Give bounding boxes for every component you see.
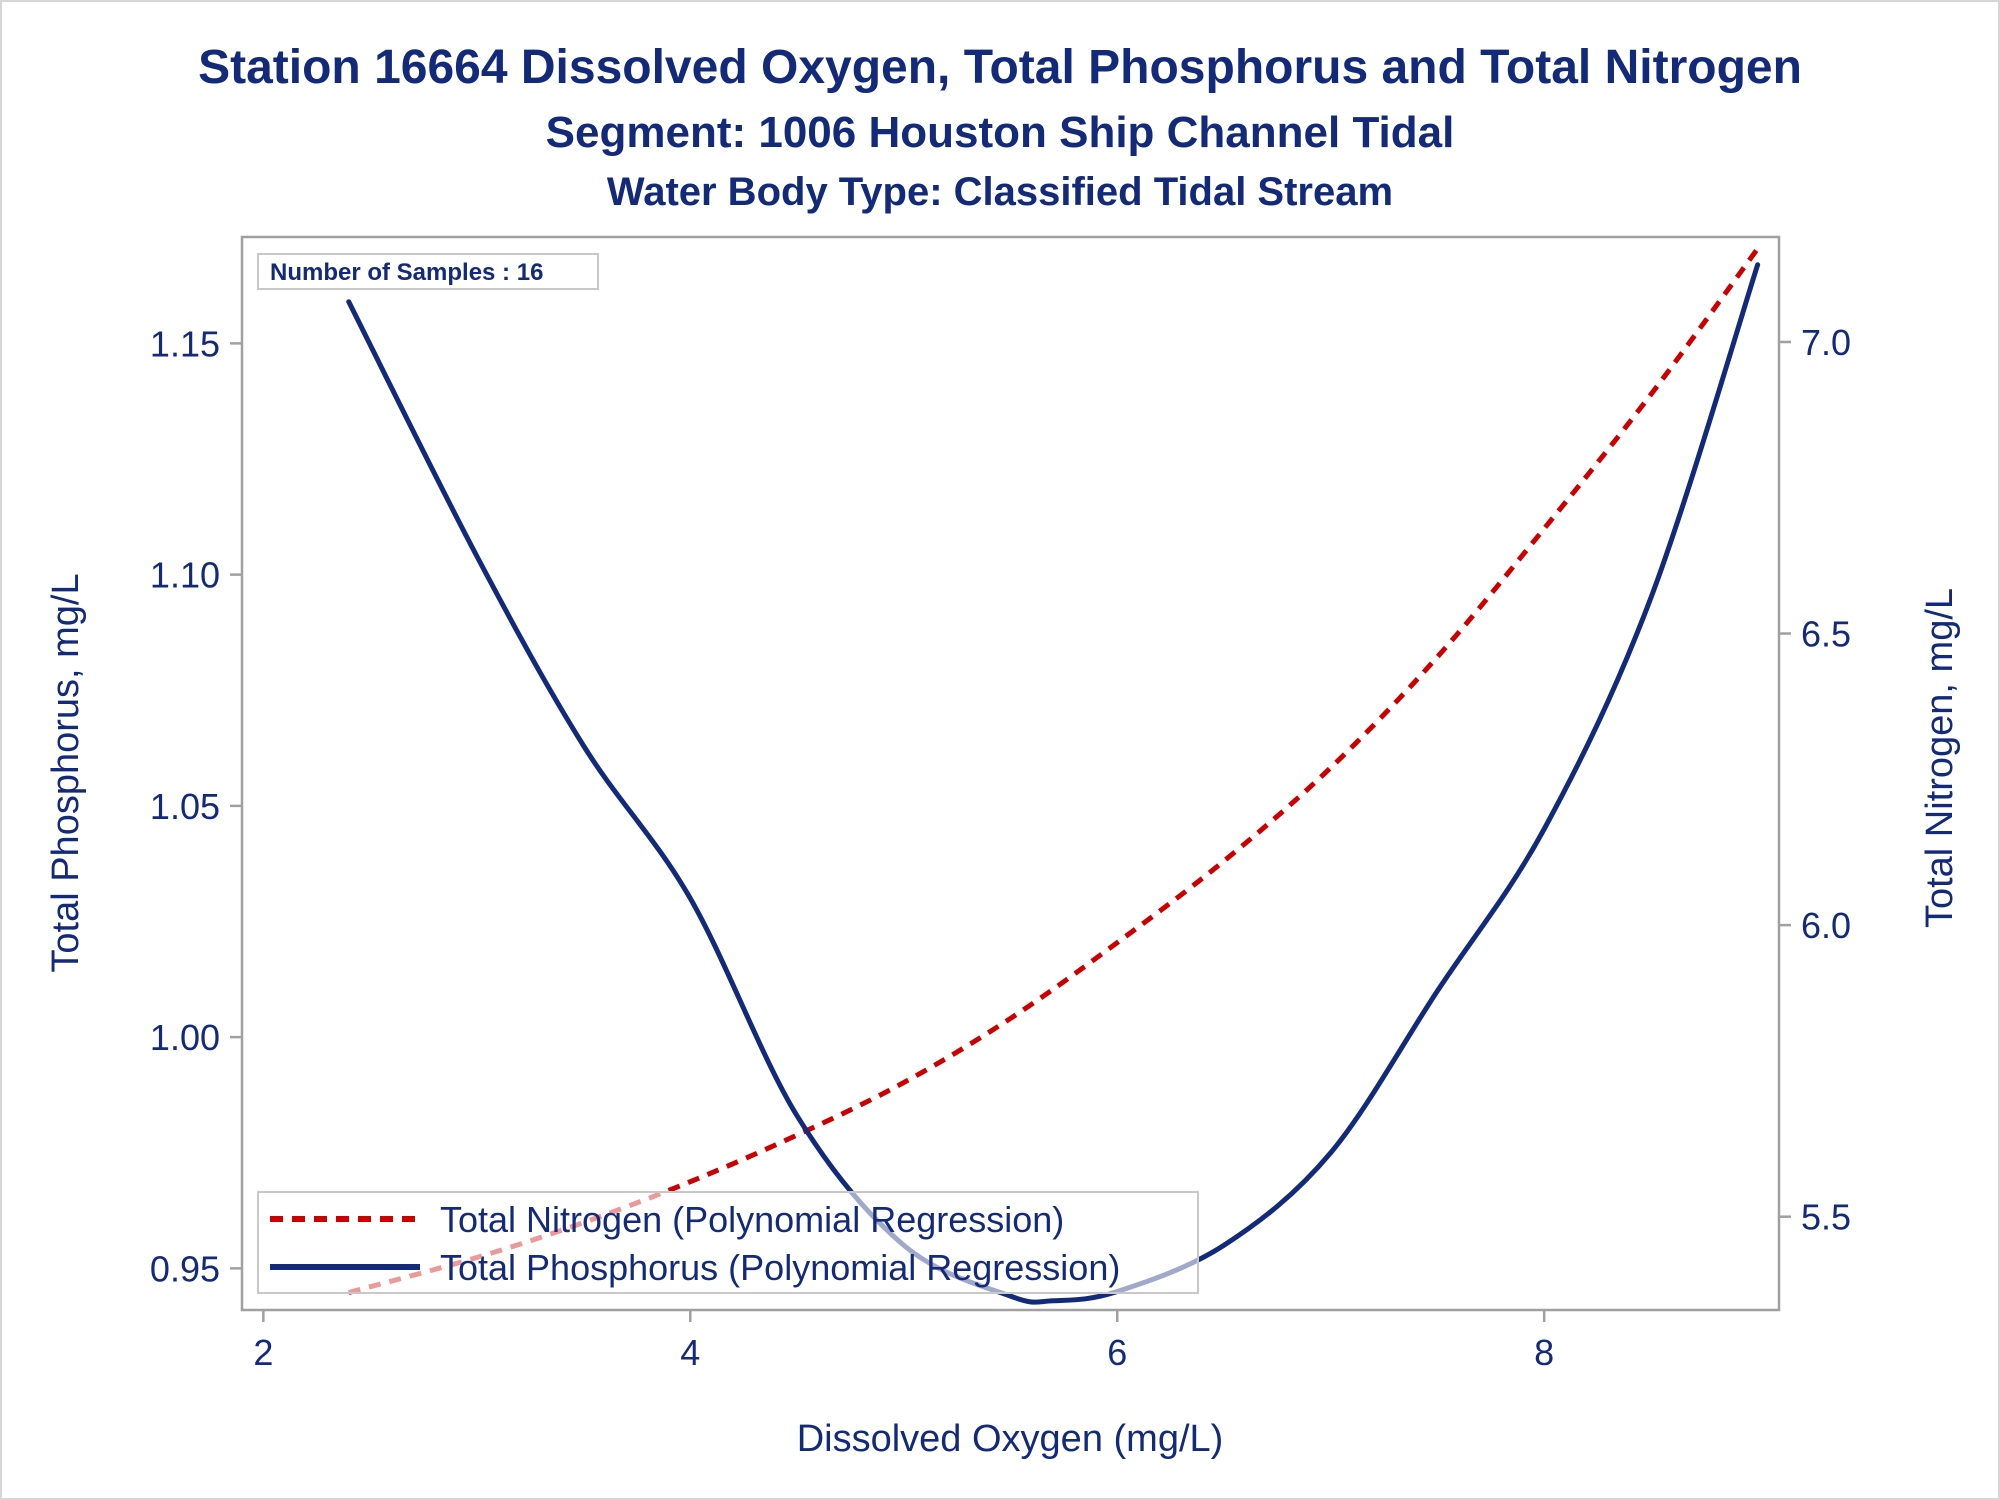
y-axis-left-label: Total Phosphorus, mg/L <box>45 573 87 972</box>
x-tick-label: 4 <box>680 1332 700 1373</box>
x-axis-label: Dissolved Oxygen (mg/L) <box>797 1418 1224 1460</box>
chart-marks <box>346 247 1761 1305</box>
chart-title: Station 16664 Dissolved Oxygen, Total Ph… <box>198 41 1802 94</box>
y-right-tick-label: 6.0 <box>1801 905 1851 946</box>
x-tick-label: 6 <box>1107 1332 1127 1373</box>
y-axis-right-label: Total Nitrogen, mg/L <box>1919 588 1961 928</box>
plot-area <box>240 235 1781 1312</box>
samples-inset: Number of Samples : 16 <box>257 253 599 290</box>
samples-inset-text: Number of Samples : 16 <box>270 259 543 286</box>
samples-inset-box <box>257 253 599 290</box>
y-right-tick-label: 6.5 <box>1801 614 1851 655</box>
x-tick-label: 2 <box>253 1332 273 1373</box>
y-left-tick-label: 1.15 <box>150 323 220 364</box>
legend-label-nitrogen: Total Nitrogen (Polynomial Regression) <box>440 1199 1064 1240</box>
legend-label-phosphorus: Total Phosphorus (Polynomial Regression) <box>440 1247 1120 1288</box>
y-left-tick-label: 0.95 <box>150 1248 220 1289</box>
y-right-tick-label: 7.0 <box>1801 322 1851 363</box>
y-left-tick-label: 1.00 <box>150 1017 220 1058</box>
series-line-total-nitrogen <box>348 247 1760 1295</box>
legend-box <box>257 1191 1199 1294</box>
y-right-tick-label: 5.5 <box>1801 1197 1851 1238</box>
series-line-total-phosphorus <box>346 262 1761 1305</box>
chart-subtitle-segment: Segment: 1006 Houston Ship Channel Tidal <box>545 108 1455 157</box>
legend: Total Nitrogen (Polynomial Regression) T… <box>257 1191 1199 1294</box>
chart-subtitle-water-body: Water Body Type: Classified Tidal Stream <box>606 170 1394 214</box>
y-left-tick-label: 1.10 <box>150 555 220 596</box>
y-left-tick-label: 1.05 <box>150 786 220 827</box>
x-tick-label: 8 <box>1534 1332 1554 1373</box>
